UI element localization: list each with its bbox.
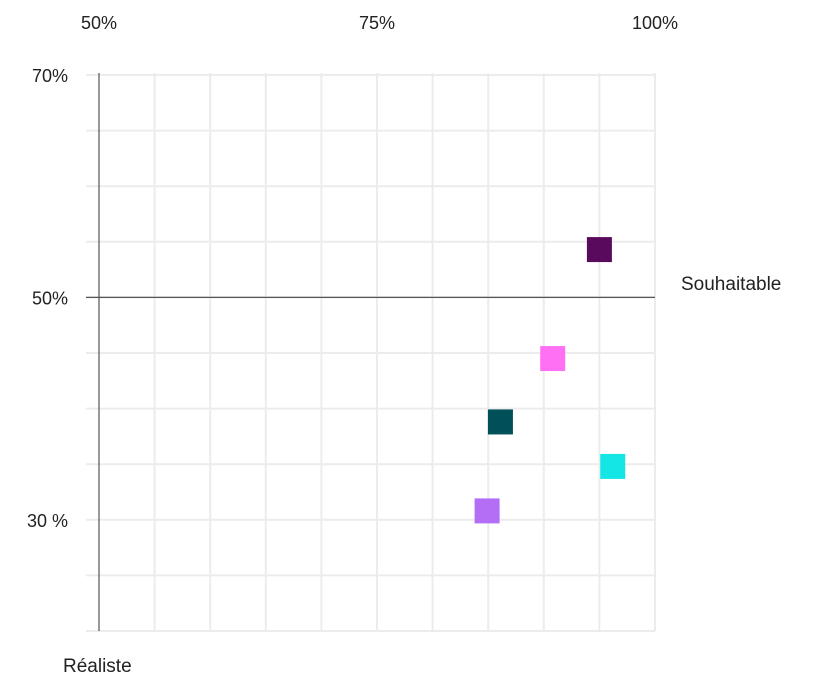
data-point — [487, 409, 513, 435]
data-point — [474, 498, 500, 524]
data-point — [600, 453, 626, 479]
y-tick-label: 50% — [32, 288, 68, 308]
data-point — [586, 237, 612, 263]
data-points — [474, 237, 626, 524]
x-tick-label: 75% — [359, 13, 395, 33]
data-point — [540, 346, 566, 372]
y-tick-label: 30 % — [27, 511, 68, 531]
grid — [86, 73, 656, 632]
y-axis-label: Réaliste — [63, 656, 132, 677]
y-tick-label: 70% — [32, 66, 68, 86]
tick-labels: 50% 75% 100% 70% 50% 30 % — [27, 13, 678, 531]
x-tick-label: 50% — [81, 13, 117, 33]
axes — [86, 73, 655, 631]
x-axis-label: Souhaitable — [681, 274, 781, 295]
x-tick-label: 100% — [632, 13, 678, 33]
